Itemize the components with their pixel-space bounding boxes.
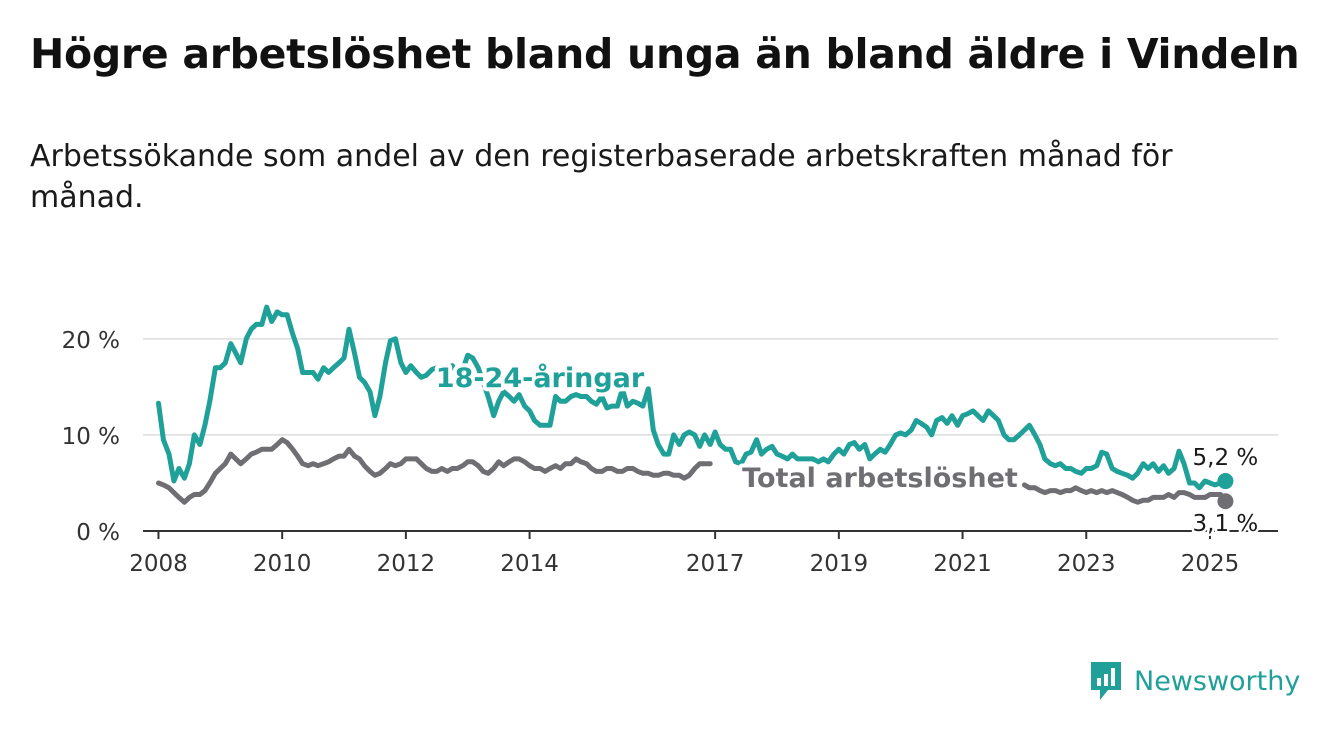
end-point-marker <box>1217 493 1234 510</box>
end-value-label: 5,2 % <box>1193 445 1259 471</box>
x-tick-label: 2019 <box>810 551 869 577</box>
series-line-total <box>1021 482 1228 505</box>
x-tick-label: 2021 <box>933 551 992 577</box>
series-label: Total arbetslöshet <box>742 463 1018 494</box>
x-tick-label: 2012 <box>377 551 436 577</box>
series-label-halo: 18-24-åringar <box>436 362 645 394</box>
brand-name: Newsworthy <box>1134 665 1301 697</box>
end-value-label: 3,1 % <box>1193 511 1259 537</box>
series-label-halo: Total arbetslöshet <box>742 463 1018 494</box>
y-tick-label: 10 % <box>62 424 120 450</box>
brand-logo: Newsworthy <box>1088 660 1300 702</box>
x-tick-label: 2017 <box>686 551 745 577</box>
page-title: Högre arbetslöshet bland unga än bland ä… <box>30 30 1300 78</box>
x-tick-label: 2008 <box>129 551 188 577</box>
chart-subtitle: Arbetssökande som andel av den registerb… <box>30 139 1173 215</box>
y-tick-label: 20 % <box>62 328 120 354</box>
y-tick-label: 0 % <box>76 520 120 546</box>
series-label: 18-24-åringar <box>436 362 645 394</box>
end-point-marker <box>1217 473 1234 490</box>
end-value-label-halo: 3,1 % <box>1193 511 1259 537</box>
newsworthy-logo-icon <box>1091 662 1121 700</box>
x-tick-label: 2010 <box>253 551 312 577</box>
x-tick-label: 2023 <box>1057 551 1116 577</box>
end-value-label-halo: 5,2 % <box>1193 445 1259 471</box>
x-tick-label: 2025 <box>1181 551 1240 577</box>
series-line-youth <box>156 304 1228 491</box>
series-line-total <box>156 437 713 505</box>
x-tick-label: 2014 <box>500 551 559 577</box>
